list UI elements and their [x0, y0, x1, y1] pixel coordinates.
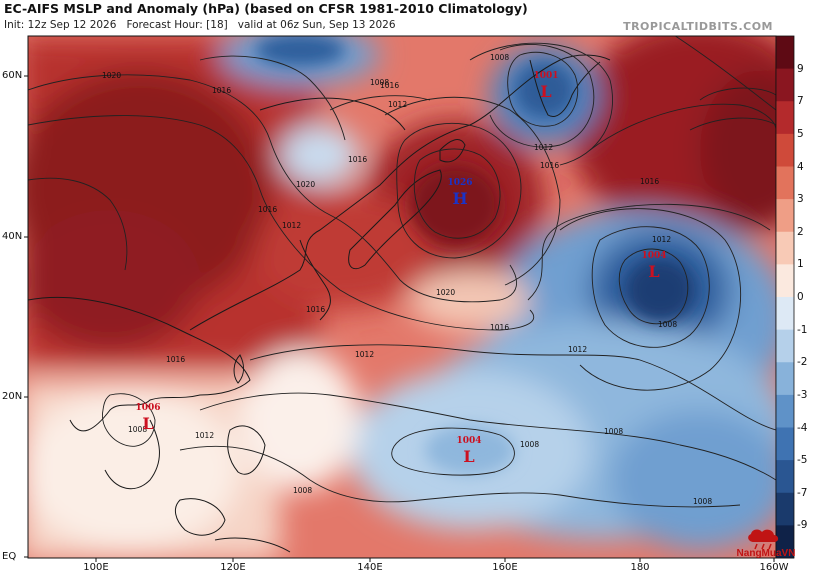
- colorbar-frame: [775, 35, 795, 559]
- colorbar-label: 3: [797, 193, 804, 206]
- lat-label-eq: EQ: [2, 551, 17, 562]
- lon-label-140e: 140E: [357, 562, 383, 573]
- init-time: Init: 12z Sep 12 2026: [4, 19, 117, 31]
- isobar-label: 1020: [102, 71, 121, 80]
- isobar-label: 1008: [370, 78, 389, 87]
- colorbar-segment: [776, 460, 794, 494]
- low-symbol: L: [648, 262, 659, 281]
- isobar-label: 1016: [380, 81, 399, 90]
- colorbar-segment: [776, 199, 794, 233]
- colorbar-label: 1: [797, 258, 804, 271]
- lon-label-180: 180: [630, 562, 650, 573]
- lat-label-40n: 40N: [2, 231, 23, 242]
- colorbar-segment: [776, 492, 794, 526]
- lon-label-120e: 120E: [220, 562, 246, 573]
- isobar-label: 1012: [652, 235, 671, 244]
- isobar-label: 1016: [640, 177, 659, 186]
- chart-title: EC-AIFS MSLP and Anomaly (hPa) (based on…: [4, 1, 528, 16]
- isobar-label: 1016: [490, 323, 509, 332]
- colorbar-label: -7: [797, 486, 808, 499]
- isobar-label: 1016: [212, 86, 231, 95]
- isobar-label: 1012: [534, 143, 553, 152]
- colorbar-segment: [776, 36, 794, 70]
- colorbar-segment: [776, 394, 794, 428]
- isobar-label: 1016: [166, 355, 185, 364]
- colorbar-segment: [776, 264, 794, 298]
- colorbar-segment: [776, 166, 794, 200]
- lat-label-20n: 20N: [2, 391, 23, 402]
- colorbar-label: -2: [797, 356, 808, 369]
- low-value: 1004: [456, 436, 481, 446]
- isobar-label: 1020: [436, 288, 455, 297]
- cloud-rain-icon: [748, 529, 779, 550]
- colorbar-label: -5: [797, 454, 808, 467]
- isobar-label: 1008: [693, 497, 712, 506]
- colorbar-label: 9: [797, 62, 804, 75]
- isobar-label: 1020: [296, 180, 315, 189]
- lat-label-60n: 60N: [2, 70, 23, 81]
- run-info: Init: 12z Sep 12 2026 Forecast Hour: [18…: [4, 19, 396, 31]
- low-value: 1004: [641, 251, 666, 261]
- isobar-label: 1008: [293, 486, 312, 495]
- colorbar-label: 4: [797, 160, 804, 173]
- watermark-text: NangMuaVN: [736, 548, 796, 559]
- colorbar-label: 5: [797, 127, 804, 140]
- isobar-label: 1008: [490, 53, 509, 62]
- isobar-label: 1012: [388, 100, 407, 109]
- colorbar-label: -4: [797, 421, 808, 434]
- colorbar-label: -1: [797, 323, 808, 336]
- coastlines: [28, 54, 611, 553]
- isobar-label: 1016: [540, 161, 559, 170]
- watermark-logo: NangMuaVN: [724, 526, 808, 570]
- colorbar-segment: [776, 133, 794, 167]
- forecast-hour: Forecast Hour: [18]: [126, 19, 228, 31]
- pressure-centers: 1001 L 1026 H 1004 L 1006 L 1004 L: [135, 71, 666, 466]
- colorbar-segment: [776, 68, 794, 102]
- colorbar-label: 0: [797, 291, 804, 303]
- colorbar-label: -3: [797, 388, 808, 401]
- low-symbol: L: [142, 414, 153, 433]
- isobar-label: 1012: [355, 350, 374, 359]
- isobars: [28, 36, 776, 508]
- valid-time: valid at 06z Sun, Sep 13 2026: [237, 19, 396, 31]
- colorbar-label: -9: [797, 519, 808, 532]
- high-value: 1026: [447, 178, 472, 188]
- lon-label-100e: 100E: [83, 562, 109, 573]
- lon-label-160e: 160E: [492, 562, 518, 573]
- isobar-label: 1008: [128, 425, 147, 434]
- isobar-label: 1016: [306, 305, 325, 314]
- colorbar-label: 2: [797, 225, 804, 238]
- isobar-label: 1008: [520, 440, 539, 449]
- low-symbol: L: [540, 82, 551, 101]
- isobar-label: 1008: [658, 320, 677, 329]
- low-value: 1006: [135, 403, 160, 413]
- colorbar-segment: [776, 329, 794, 363]
- axis-ticks: [24, 75, 775, 562]
- isobar-label: 1012: [195, 431, 214, 440]
- colorbar-segment: [776, 297, 794, 331]
- colorbar-segment: [776, 427, 794, 461]
- lon-label-160w: 160W: [759, 562, 789, 573]
- colorbar: [776, 36, 794, 559]
- colorbar-segment: [776, 362, 794, 396]
- colorbar-segment: [776, 231, 794, 265]
- low-symbol: L: [463, 447, 474, 466]
- colorbar-segment: [776, 525, 794, 559]
- high-symbol: H: [452, 189, 467, 208]
- colorbar-segment: [776, 101, 794, 135]
- isobar-label: 1008: [604, 427, 623, 436]
- isobar-label: 1016: [348, 155, 367, 164]
- site-brand: TROPICALTIDBITS.COM: [623, 20, 773, 33]
- low-value: 1001: [533, 71, 558, 81]
- isobar-labels: 1020 1016 1016 1012 1008 1008 1016 1012 …: [102, 53, 712, 506]
- isobar-label: 1012: [568, 345, 587, 354]
- isobar-label: 1012: [282, 221, 301, 230]
- isobar-label: 1016: [258, 205, 277, 214]
- colorbar-label: 7: [797, 95, 804, 108]
